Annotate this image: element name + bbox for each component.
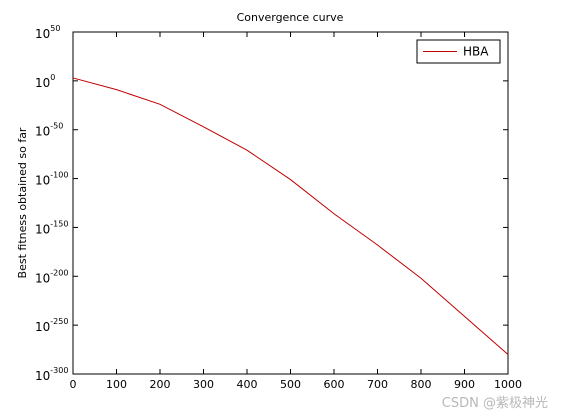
y-tick-base: 10 — [35, 174, 50, 188]
x-tick-label: 700 — [367, 378, 388, 391]
x-tick-label: 100 — [106, 378, 127, 391]
y-tick-base: 10 — [35, 320, 50, 334]
series-line — [72, 77, 509, 355]
legend-box — [416, 39, 501, 64]
x-tick-label: 1000 — [494, 378, 522, 391]
y-tick-exponent: 50 — [50, 24, 60, 33]
plot-frame — [72, 31, 509, 375]
y-tick-exponent: -300 — [50, 366, 68, 375]
y-tick-exponent: -150 — [50, 219, 68, 228]
x-tick-label: 200 — [150, 378, 171, 391]
y-tick-base: 10 — [35, 369, 50, 383]
y-tick-exponent: -100 — [50, 171, 68, 180]
x-tick-label: 300 — [193, 378, 214, 391]
y-tick-exponent: -250 — [50, 317, 68, 326]
chart-title: Convergence curve — [237, 11, 344, 24]
legend-label: HBA — [463, 45, 489, 59]
y-tick-label: 10-300 — [35, 366, 68, 383]
x-tick-label: 500 — [280, 378, 301, 391]
y-tick-base: 10 — [35, 76, 50, 90]
y-tick-exponent: 0 — [50, 73, 55, 82]
y-tick-base: 10 — [35, 125, 50, 139]
x-tick-label: 900 — [454, 378, 475, 391]
x-tick-label: 400 — [237, 378, 258, 391]
x-tick-label: 800 — [411, 378, 432, 391]
y-tick-base: 10 — [35, 222, 50, 236]
y-tick-label: 10-100 — [35, 171, 68, 188]
watermark: CSDN @紫极神光 — [442, 396, 548, 411]
y-tick-label: 10-50 — [35, 122, 63, 139]
y-tick-base: 10 — [35, 271, 50, 285]
y-tick-exponent: -50 — [50, 122, 63, 131]
y-tick-exponent: -200 — [50, 268, 68, 277]
y-tick-label: 100 — [35, 73, 55, 90]
y-tick-label: 1050 — [35, 24, 60, 41]
y-axis-label: Best fitness obtained so far — [16, 127, 29, 278]
x-tick-label: 600 — [324, 378, 345, 391]
y-tick-label: 10-150 — [35, 219, 68, 236]
y-tick-label: 10-200 — [35, 268, 68, 285]
x-tick-label: 0 — [70, 378, 77, 391]
y-tick-label: 10-250 — [35, 317, 68, 334]
y-tick-base: 10 — [35, 27, 50, 41]
